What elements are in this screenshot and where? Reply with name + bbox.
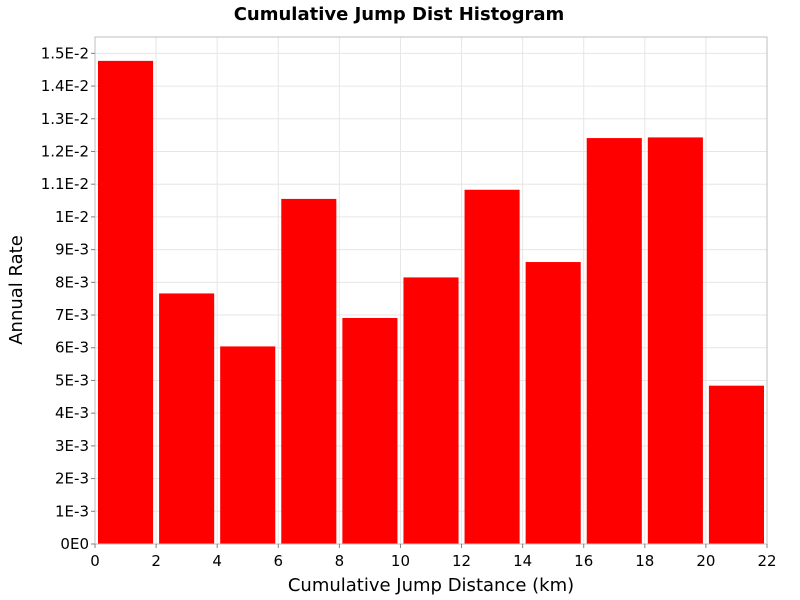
y-axis-label: Annual Rate [6,235,27,345]
chart-title: Cumulative Jump Dist Histogram [234,4,565,25]
x-tick-label: 12 [452,552,471,570]
histogram-bar [220,346,276,544]
y-axis-ticks: 0E0 1E-3 2E-3 3E-3 4E-3 5E-3 6E-3 7E-3 8E-3 9E-3 1… [41,44,95,553]
histogram-bar [403,277,459,544]
y-tick-label: 1E-3 [55,502,89,520]
y-tick-label: 2E-3 [55,470,89,488]
y-tick-label: 1.3E-2 [41,110,89,128]
y-tick-label: 6E-3 [55,339,89,357]
histogram-bar [159,293,215,544]
y-tick-label: 3E-3 [55,437,89,455]
histogram-bar [98,60,154,545]
histogram-bar [281,198,337,544]
x-tick-label: 14 [513,552,532,570]
y-tick-label: 9E-3 [55,241,89,259]
histogram-bar [586,138,642,544]
histogram-bar [708,385,764,544]
x-tick-label: 8 [335,552,345,570]
y-tick-label: 0E0 [60,535,89,553]
x-tick-label: 2 [151,552,161,570]
y-tick-label: 1.2E-2 [41,142,89,160]
x-axis-ticks: 0 2 4 6 8 10 12 14 16 18 20 22 [90,544,777,570]
y-tick-label: 1E-2 [55,208,89,226]
y-tick-label: 1.4E-2 [41,77,89,95]
y-tick-label: 1.5E-2 [41,44,89,62]
histogram-bar [647,137,703,545]
x-tick-label: 20 [696,552,715,570]
x-tick-label: 6 [273,552,283,570]
x-tick-label: 22 [757,552,776,570]
x-tick-label: 4 [212,552,222,570]
plot-frame [94,36,768,545]
y-tick-label: 1.1E-2 [41,175,89,193]
y-tick-label: 7E-3 [55,306,89,324]
y-tick-label: 4E-3 [55,404,89,422]
x-tick-label: 0 [90,552,100,570]
histogram-bar [525,262,581,544]
x-tick-label: 16 [574,552,593,570]
y-tick-label: 8E-3 [55,273,89,291]
histogram-bar [342,317,398,544]
y-tick-label: 5E-3 [55,371,89,389]
x-tick-label: 18 [635,552,654,570]
bars [98,60,764,545]
x-axis-label: Cumulative Jump Distance (km) [288,575,574,596]
x-tick-label: 10 [391,552,410,570]
histogram-bar [464,189,520,544]
